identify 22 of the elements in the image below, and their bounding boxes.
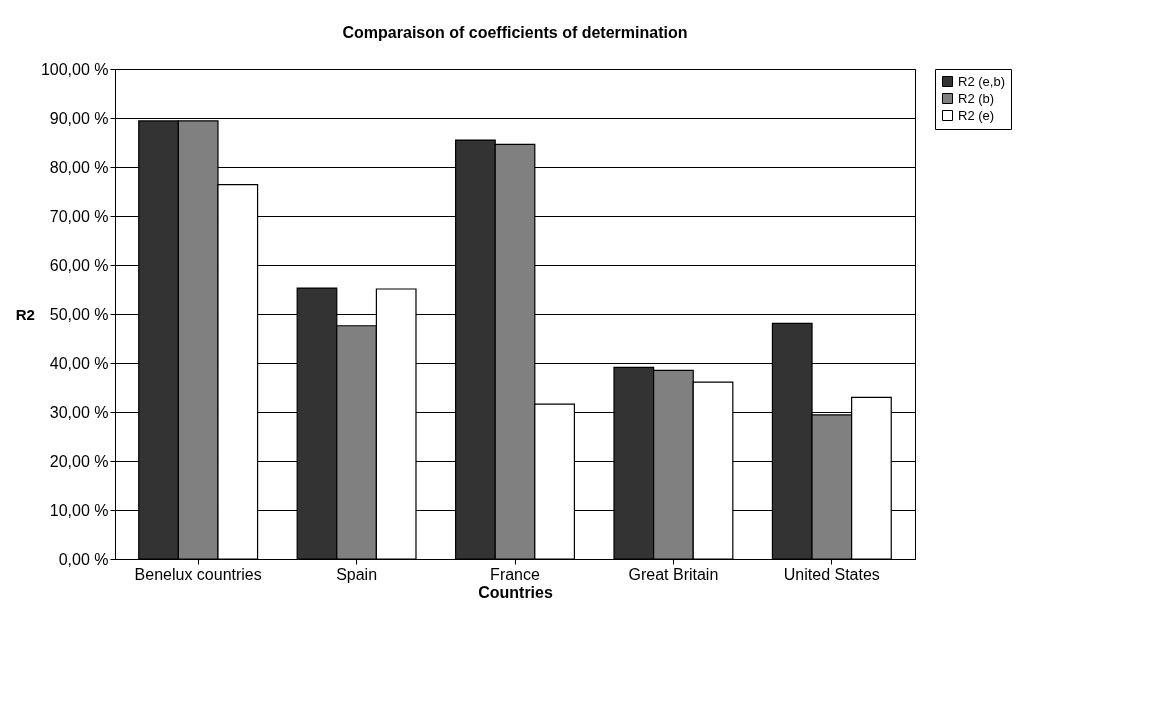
y-tick-label: 80,00 % (49, 158, 109, 176)
y-tick-label: 60,00 % (49, 256, 109, 274)
y-tick-label: 100,00 % (40, 60, 109, 78)
y-axis-title: R2 (15, 305, 35, 323)
x-tick-label: United States (783, 565, 880, 583)
chart-title: Comparaison of coefficients of determination (342, 24, 688, 41)
x-tick-label: Great Britain (628, 565, 719, 583)
y-tick-label: 0,00 % (58, 550, 109, 568)
y-tick-label: 40,00 % (49, 354, 109, 372)
x-axis-title: Countries (478, 583, 553, 601)
x-tick-label: Benelux countries (134, 565, 262, 583)
y-tick-label: 20,00 % (49, 452, 109, 470)
x-tick-label: France (490, 565, 540, 583)
y-tick-label: 90,00 % (49, 109, 109, 127)
y-tick-label: 30,00 % (49, 403, 109, 421)
legend-label: R2 (b) (958, 90, 995, 106)
legend-label: R2 (e) (958, 107, 995, 123)
y-tick-label: 10,00 % (49, 501, 109, 519)
legend-label: R2 (e,b) (958, 73, 1005, 89)
y-tick-label: 70,00 % (49, 207, 109, 225)
y-tick-label: 50,00 % (49, 305, 109, 323)
x-tick-label: Spain (336, 565, 378, 583)
